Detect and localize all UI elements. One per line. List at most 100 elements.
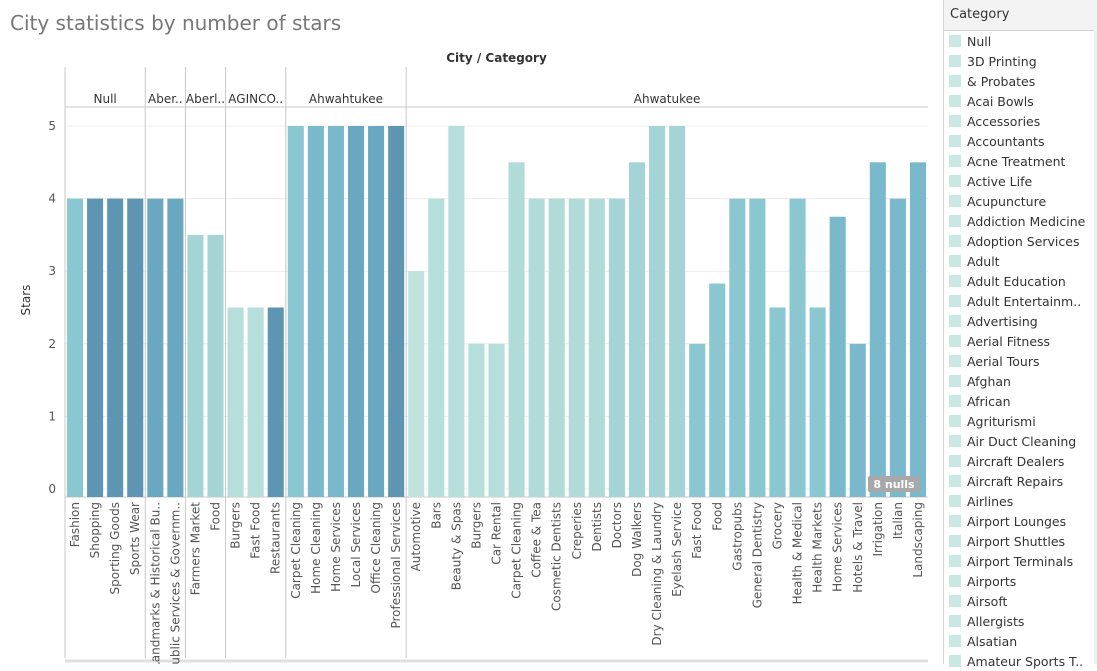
legend-item[interactable]: Airport Shuttles: [944, 531, 1097, 551]
bar[interactable]: [849, 343, 866, 497]
legend-item[interactable]: Aerial Tours: [944, 351, 1097, 371]
legend-item[interactable]: Null: [944, 31, 1097, 51]
legend-item[interactable]: Acne Treatment: [944, 151, 1097, 171]
bar[interactable]: [468, 343, 485, 497]
bar[interactable]: [107, 198, 124, 497]
legend-item[interactable]: Adult Entertainm..: [944, 291, 1097, 311]
legend-swatch: [949, 35, 961, 47]
legend-item[interactable]: Airlines: [944, 491, 1097, 511]
x-tick-label: Office Cleaning: [369, 502, 383, 593]
bar[interactable]: [327, 126, 344, 497]
bar[interactable]: [247, 307, 264, 498]
legend-item[interactable]: African: [944, 391, 1097, 411]
legend-item[interactable]: Alsatian: [944, 631, 1097, 651]
null-indicator[interactable]: [868, 476, 920, 492]
legend-swatch: [949, 295, 961, 307]
legend-item[interactable]: Airport Terminals: [944, 551, 1097, 571]
legend-item[interactable]: Aircraft Dealers: [944, 451, 1097, 471]
bar[interactable]: [689, 343, 706, 497]
legend-item[interactable]: & Probates: [944, 71, 1097, 91]
bar[interactable]: [709, 283, 726, 497]
bar[interactable]: [227, 307, 244, 498]
legend-panel[interactable]: Category Null 3D Printing & Probates Acai B…: [943, 0, 1097, 669]
bar[interactable]: [167, 198, 184, 497]
legend-item[interactable]: 3D Printing: [944, 51, 1097, 71]
bar[interactable]: [568, 198, 585, 497]
city-header: Null: [94, 92, 117, 106]
legend-swatch: [949, 235, 961, 247]
bar[interactable]: [669, 126, 686, 497]
bar[interactable]: [368, 126, 385, 497]
bar[interactable]: [207, 234, 224, 497]
bar[interactable]: [127, 198, 144, 497]
legend-item[interactable]: Agriturismi: [944, 411, 1097, 431]
bar[interactable]: [347, 126, 365, 497]
bar[interactable]: [448, 126, 465, 497]
legend-item[interactable]: Airport Lounges: [944, 511, 1097, 531]
bar[interactable]: [408, 271, 425, 497]
bar[interactable]: [307, 126, 324, 497]
legend-item[interactable]: Addiction Medicine: [944, 211, 1097, 231]
bar[interactable]: [287, 126, 304, 497]
x-tick-label: Sporting Goods: [108, 502, 122, 594]
bar[interactable]: [147, 198, 164, 497]
bar[interactable]: [809, 307, 826, 498]
legend-scrollbar[interactable]: [1094, 30, 1097, 664]
legend-item[interactable]: Aircraft Repairs: [944, 471, 1097, 491]
x-tick-label: Beauty & Spas: [449, 502, 463, 590]
bar[interactable]: [729, 198, 746, 497]
bar[interactable]: [67, 198, 84, 497]
bar[interactable]: [488, 343, 505, 497]
legend-item[interactable]: Adult Education: [944, 271, 1097, 291]
bar[interactable]: [508, 162, 525, 498]
legend-item-label: Airport Shuttles: [967, 533, 1066, 549]
bar[interactable]: [588, 198, 605, 497]
legend-item-label: Afghan: [967, 373, 1011, 389]
bar[interactable]: [628, 162, 646, 498]
legend-item[interactable]: Air Duct Cleaning: [944, 431, 1097, 451]
bar[interactable]: [267, 307, 284, 498]
legend-item[interactable]: Active Life: [944, 171, 1097, 191]
y-tick-label: 2: [48, 337, 56, 351]
x-tick-label: Cosmetic Dentists: [550, 502, 564, 611]
legend-item[interactable]: Airsoft: [944, 591, 1097, 611]
x-tick-label: Landscaping: [911, 502, 925, 578]
legend-item[interactable]: Afghan: [944, 371, 1097, 391]
bar[interactable]: [187, 234, 204, 497]
bar[interactable]: [428, 198, 445, 497]
legend-item[interactable]: Airports: [944, 571, 1097, 591]
bar[interactable]: [87, 198, 104, 497]
legend-item[interactable]: Advertising: [944, 311, 1097, 331]
legend-item[interactable]: Aerial Fitness: [944, 331, 1097, 351]
legend-item[interactable]: Amateur Sports T..: [944, 651, 1097, 671]
legend-item-label: Acne Treatment: [967, 153, 1066, 169]
bar[interactable]: [749, 198, 766, 497]
bar[interactable]: [548, 198, 565, 497]
bar[interactable]: [388, 126, 405, 497]
bar[interactable]: [909, 162, 926, 498]
legend-item[interactable]: Adult: [944, 251, 1097, 271]
legend-item[interactable]: Accountants: [944, 131, 1097, 151]
bar[interactable]: [829, 216, 846, 497]
legend-item[interactable]: Acupuncture: [944, 191, 1097, 211]
legend-swatch: [949, 155, 961, 167]
legend-item-label: Adult Entertainm..: [967, 293, 1082, 309]
legend-swatch: [949, 635, 961, 647]
legend-list[interactable]: Null 3D Printing & Probates Acai Bowls Acces…: [944, 31, 1097, 671]
bar[interactable]: [528, 198, 545, 497]
legend-item[interactable]: Acai Bowls: [944, 91, 1097, 111]
legend-swatch: [949, 615, 961, 627]
x-tick-label: Food: [209, 502, 223, 531]
bar[interactable]: [608, 198, 625, 497]
legend-item[interactable]: Adoption Services: [944, 231, 1097, 251]
legend-item[interactable]: Accessories: [944, 111, 1097, 131]
x-tick-label: Home Cleaning: [309, 502, 323, 594]
bar[interactable]: [769, 307, 786, 498]
legend-item[interactable]: Allergists: [944, 611, 1097, 631]
bar[interactable]: [789, 198, 806, 497]
x-tick-label: Sports Wear: [128, 502, 142, 575]
legend-item-label: Acupuncture: [967, 193, 1047, 209]
bar[interactable]: [649, 126, 666, 497]
bar[interactable]: [869, 162, 886, 498]
bar[interactable]: [889, 198, 906, 497]
